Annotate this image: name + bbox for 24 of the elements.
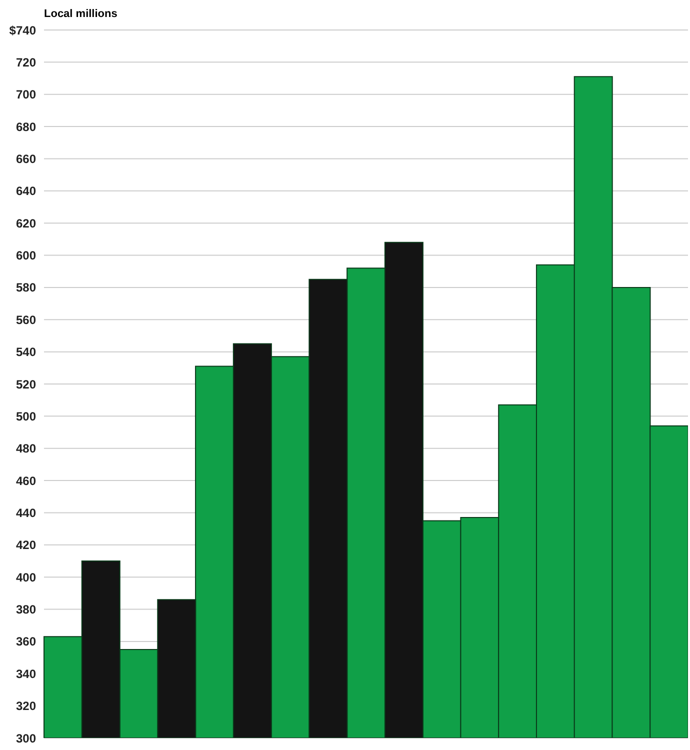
y-tick-label: 580 <box>16 280 36 295</box>
y-tick-label: 680 <box>16 120 36 134</box>
y-tick-label: 560 <box>16 312 36 327</box>
y-tick-label: 500 <box>16 409 36 424</box>
y-tick-label: 380 <box>16 602 36 617</box>
y-tick-label: 620 <box>16 216 36 230</box>
y-tick-label: 400 <box>16 570 36 584</box>
y-tick-label: 420 <box>16 538 36 552</box>
y-tick-label: 440 <box>16 506 36 520</box>
y-tick-label: 600 <box>16 248 36 263</box>
y-tick-label: 320 <box>16 699 36 714</box>
y-tick-label: 640 <box>16 184 36 198</box>
y-tick-label: $740 <box>9 23 36 38</box>
y-tick-label: 360 <box>16 634 36 649</box>
y-tick-label: 700 <box>16 88 36 102</box>
y-tick-label: 460 <box>16 474 36 488</box>
y-tick-label: 720 <box>16 55 36 70</box>
y-tick-label: 660 <box>16 152 36 166</box>
y-tick-label: 520 <box>16 377 36 392</box>
y-tick-label: 300 <box>16 731 36 746</box>
y-tick-label: 540 <box>16 345 36 360</box>
chart-title: Local millions <box>44 8 118 22</box>
y-tick-label: 480 <box>16 442 36 456</box>
y-tick-label: 340 <box>16 666 36 681</box>
